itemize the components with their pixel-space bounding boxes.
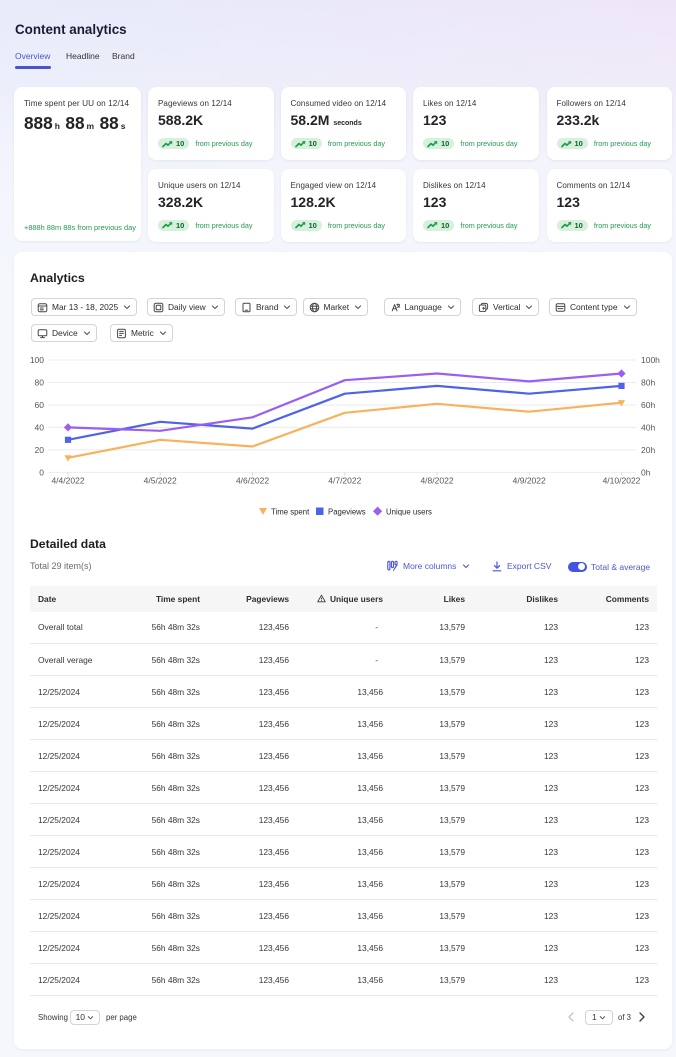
svg-text:60: 60: [35, 400, 45, 410]
svg-text:80h: 80h: [641, 378, 655, 388]
svg-text:20h: 20h: [641, 445, 655, 455]
svg-text:4/7/2022: 4/7/2022: [328, 476, 361, 486]
svg-text:4/9/2022: 4/9/2022: [513, 476, 546, 486]
svg-text:Time spent: Time spent: [271, 508, 310, 517]
svg-text:Pageviews: Pageviews: [328, 508, 366, 517]
svg-text:4/10/2022: 4/10/2022: [603, 476, 641, 486]
svg-text:100h: 100h: [641, 355, 660, 365]
svg-text:4/8/2022: 4/8/2022: [420, 476, 453, 486]
svg-text:40h: 40h: [641, 422, 655, 432]
svg-text:60h: 60h: [641, 400, 655, 410]
svg-text:4/5/2022: 4/5/2022: [144, 476, 177, 486]
svg-text:100: 100: [30, 355, 44, 365]
svg-text:20: 20: [35, 445, 45, 455]
svg-text:0h: 0h: [641, 467, 651, 477]
svg-text:4/6/2022: 4/6/2022: [236, 476, 269, 486]
svg-text:40: 40: [35, 422, 45, 432]
svg-text:80: 80: [35, 378, 45, 388]
svg-text:Unique users: Unique users: [386, 508, 432, 517]
svg-text:4/4/2022: 4/4/2022: [51, 476, 84, 486]
svg-text:0: 0: [39, 467, 44, 477]
